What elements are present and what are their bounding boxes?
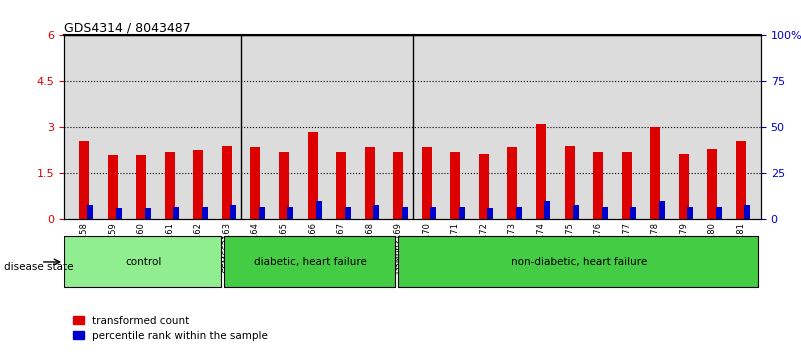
Text: control: control [126,257,162,267]
Bar [87,205,94,219]
Bar [288,207,293,219]
Bar [450,152,461,219]
Bar [401,207,408,219]
Bar [459,207,465,219]
Bar [373,205,379,219]
Bar [193,150,203,219]
Bar [422,147,432,219]
Bar [622,152,632,219]
Bar [222,146,231,219]
Bar [536,124,546,219]
FancyBboxPatch shape [223,236,395,287]
Bar [744,205,751,219]
Bar [279,152,289,219]
Bar [79,141,89,219]
Bar [516,207,522,219]
Bar [687,207,693,219]
Legend: transformed count, percentile rank within the sample: transformed count, percentile rank withi… [70,312,272,345]
Bar [479,154,489,219]
FancyBboxPatch shape [64,236,221,287]
Bar [364,147,375,219]
Bar [231,205,236,219]
Bar [116,209,122,219]
Bar [336,152,346,219]
Bar [145,209,151,219]
Bar [316,201,322,219]
Bar [594,152,603,219]
Bar [344,207,351,219]
Text: diabetic, heart failure: diabetic, heart failure [255,257,368,267]
Bar [650,127,660,219]
Bar [393,152,403,219]
Text: disease state: disease state [4,262,74,272]
Bar [202,207,207,219]
FancyBboxPatch shape [398,236,758,287]
Bar [508,147,517,219]
Bar [165,152,175,219]
Text: GDS4314 / 8043487: GDS4314 / 8043487 [64,21,191,34]
Bar [658,201,665,219]
Bar [173,207,179,219]
Bar [107,155,118,219]
Bar [602,207,608,219]
Bar [630,207,636,219]
Bar [545,201,550,219]
Bar [136,155,147,219]
Text: non-diabetic, heart failure: non-diabetic, heart failure [511,257,647,267]
Bar [716,207,722,219]
Bar [678,154,689,219]
Bar [707,149,718,219]
Bar [565,146,574,219]
Bar [573,205,579,219]
Bar [259,207,265,219]
Bar [308,132,317,219]
Bar [430,207,437,219]
Bar [251,147,260,219]
Bar [487,209,493,219]
Bar [736,141,746,219]
